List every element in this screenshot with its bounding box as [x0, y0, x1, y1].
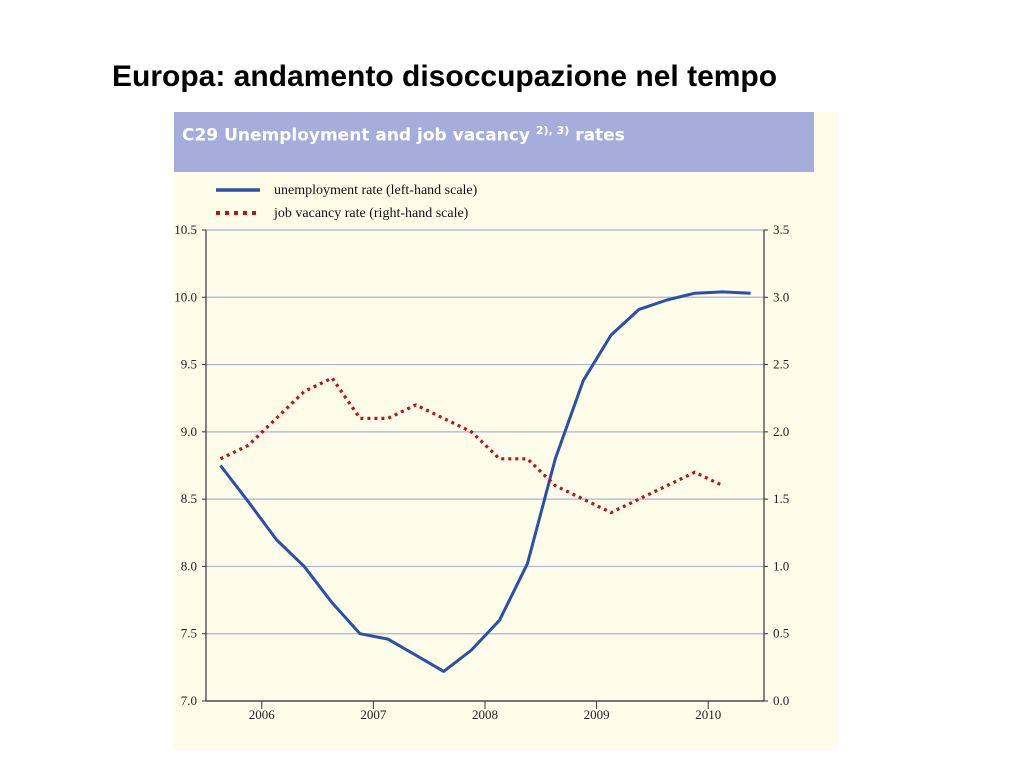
chart-title-sup: 2), 3) — [535, 124, 570, 137]
slide-title: Europa: andamento disoccupazione nel tem… — [112, 60, 778, 93]
x-tick-label: 2006 — [249, 707, 275, 722]
chart-title-tail: rates — [575, 125, 625, 146]
job-vacancy-line — [219, 376, 724, 515]
x-tick-label: 2007 — [360, 707, 387, 722]
y-left-tick-label: 10.0 — [174, 289, 197, 304]
chart-title-main: Unemployment and job vacancy — [224, 125, 530, 146]
line-chart: 10.5 10.0 9.5 9.0 8.5 8.0 7.5 7.0 3.5 3.0 2.5 2.0 1.… — [174, 183, 789, 722]
y-right-tick-label: 2.5 — [773, 357, 789, 372]
y-right-tick-label: 1.0 — [773, 558, 789, 573]
y-left-tick-label: 8.5 — [181, 491, 197, 506]
chart-id: C29 — [182, 125, 219, 146]
x-tick-label: 2009 — [584, 707, 610, 722]
y-left-tick-label: 8.0 — [181, 558, 197, 573]
chart-heading: C29 Unemployment and job vacancy 2), 3) … — [182, 124, 625, 146]
y-right-tick-label: 2.0 — [773, 424, 789, 439]
chart-header: C29 Unemployment and job vacancy 2), 3) … — [174, 112, 814, 172]
x-tick-label: 2008 — [472, 707, 498, 722]
y-left-tick-label: 7.5 — [181, 626, 197, 641]
y-right-tick-label: 3.5 — [773, 222, 789, 237]
y-left-tick-label: 9.0 — [181, 424, 197, 439]
y-right-tick-label: 3.0 — [773, 289, 789, 304]
y-right-tick-label: 0.0 — [773, 693, 789, 708]
y-right-tick-label: 0.5 — [773, 626, 789, 641]
y-left-tick-label: 9.5 — [181, 357, 197, 372]
unemployment-line — [219, 290, 751, 673]
y-right-tick-label: 1.5 — [773, 491, 789, 506]
x-tick-label: 2010 — [695, 707, 721, 722]
y-left-tick-label: 7.0 — [181, 693, 197, 708]
legend-label: job vacancy rate (right-hand scale) — [273, 206, 469, 221]
legend-label: unemployment rate (left-hand scale) — [274, 183, 478, 198]
y-left-tick-label: 10.5 — [174, 222, 197, 237]
chart-panel: C29 Unemployment and job vacancy 2), 3) … — [174, 112, 838, 750]
